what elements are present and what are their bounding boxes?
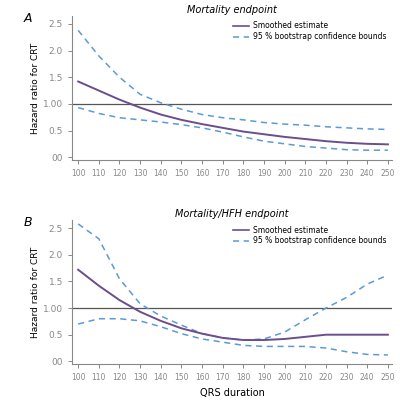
Legend: Smoothed estimate, 95 % bootstrap confidence bounds: Smoothed estimate, 95 % bootstrap confid… — [231, 224, 388, 247]
Text: B: B — [24, 216, 33, 229]
X-axis label: QRS duration: QRS duration — [200, 388, 264, 398]
Title: Mortality/HFH endpoint: Mortality/HFH endpoint — [175, 210, 289, 220]
Title: Mortality endpoint: Mortality endpoint — [187, 5, 277, 15]
Text: A: A — [24, 12, 32, 25]
Legend: Smoothed estimate, 95 % bootstrap confidence bounds: Smoothed estimate, 95 % bootstrap confid… — [231, 20, 388, 43]
Y-axis label: Hazard ratio for CRT: Hazard ratio for CRT — [31, 246, 40, 338]
Y-axis label: Hazard ratio for CRT: Hazard ratio for CRT — [31, 42, 40, 134]
